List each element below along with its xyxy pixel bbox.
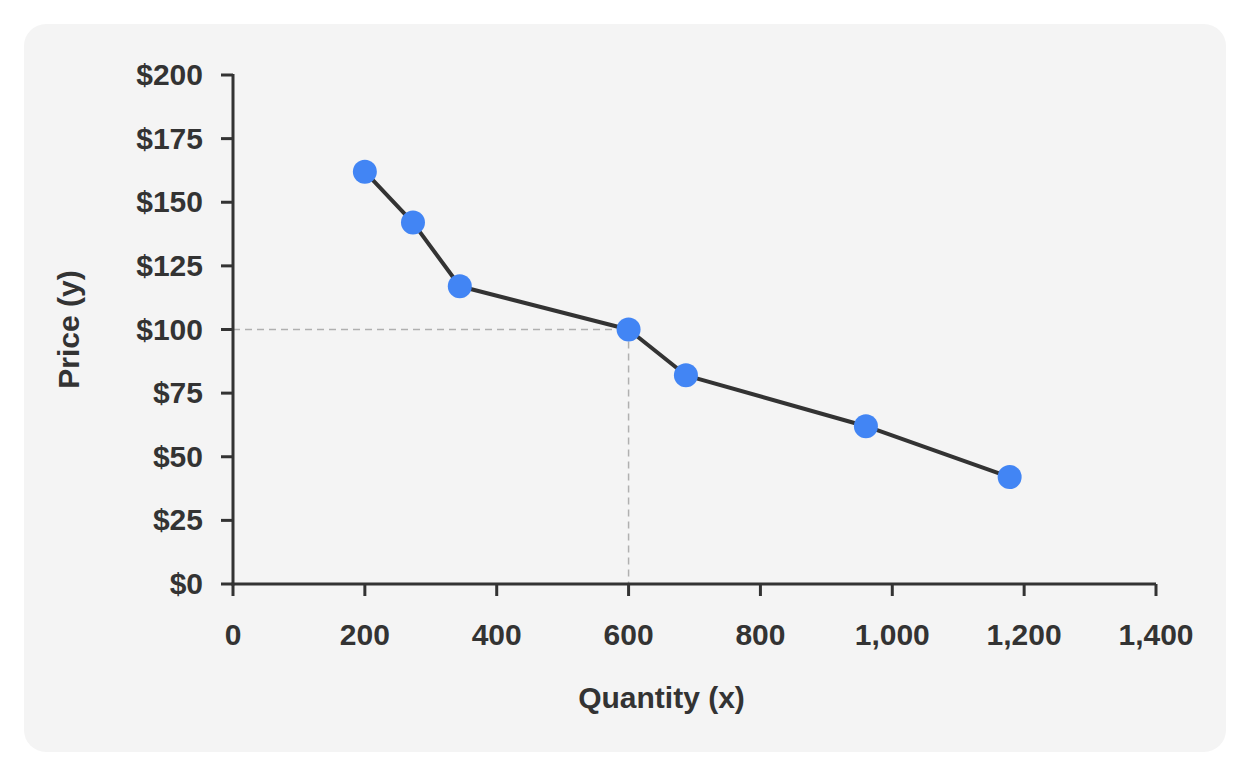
x-tick-label: 1,000 bbox=[855, 618, 930, 651]
reference-line bbox=[628, 330, 630, 585]
x-tick bbox=[363, 584, 366, 596]
x-axis-title: Quantity (x) bbox=[578, 681, 745, 714]
point bbox=[617, 318, 641, 342]
x-tick-label: 200 bbox=[340, 618, 390, 651]
y-tick-label: $125 bbox=[136, 249, 203, 282]
y-tick bbox=[221, 519, 233, 522]
x-tick bbox=[495, 584, 498, 596]
point bbox=[674, 363, 698, 387]
x-tick bbox=[891, 584, 894, 596]
plot-area bbox=[353, 160, 1022, 489]
point bbox=[353, 160, 377, 184]
x-tick bbox=[627, 584, 630, 596]
y-tick bbox=[221, 137, 233, 140]
y-tick-label: $50 bbox=[153, 440, 203, 473]
x-axis bbox=[232, 583, 1157, 586]
reference-line bbox=[233, 329, 629, 331]
y-tick bbox=[221, 264, 233, 267]
line bbox=[365, 172, 1010, 477]
point bbox=[854, 414, 878, 438]
y-tick bbox=[221, 583, 233, 586]
y-tick-label: $100 bbox=[136, 313, 203, 346]
y-axis-title: Price (y) bbox=[52, 270, 85, 388]
x-tick-label: 600 bbox=[604, 618, 654, 651]
point bbox=[448, 274, 472, 298]
x-tick-label: 400 bbox=[472, 618, 522, 651]
x-tick bbox=[759, 584, 762, 596]
x-tick-label: 1,200 bbox=[987, 618, 1062, 651]
point bbox=[401, 211, 425, 235]
y-tick bbox=[221, 74, 233, 77]
x-tick bbox=[1155, 584, 1158, 596]
y-tick bbox=[221, 201, 233, 204]
y-tick-label: $175 bbox=[136, 122, 203, 155]
y-tick bbox=[221, 392, 233, 395]
y-tick bbox=[221, 328, 233, 331]
x-tick bbox=[232, 584, 235, 596]
x-tick-label: 0 bbox=[225, 618, 242, 651]
y-tick bbox=[221, 455, 233, 458]
chart: $0 $25 $50 $75 $100 $125 $150 $175 $200 0 200 400 60… bbox=[0, 0, 1250, 778]
x-tick bbox=[1023, 584, 1026, 596]
y-tick-label: $75 bbox=[153, 376, 203, 409]
y-tick-label: $0 bbox=[170, 567, 203, 600]
y-tick-label: $150 bbox=[136, 185, 203, 218]
y-tick-label: $200 bbox=[136, 58, 203, 91]
point bbox=[998, 465, 1022, 489]
background bbox=[24, 24, 1226, 752]
x-tick-label: 800 bbox=[735, 618, 785, 651]
y-tick-label: $25 bbox=[153, 503, 203, 536]
x-tick-label: 1,400 bbox=[1118, 618, 1193, 651]
